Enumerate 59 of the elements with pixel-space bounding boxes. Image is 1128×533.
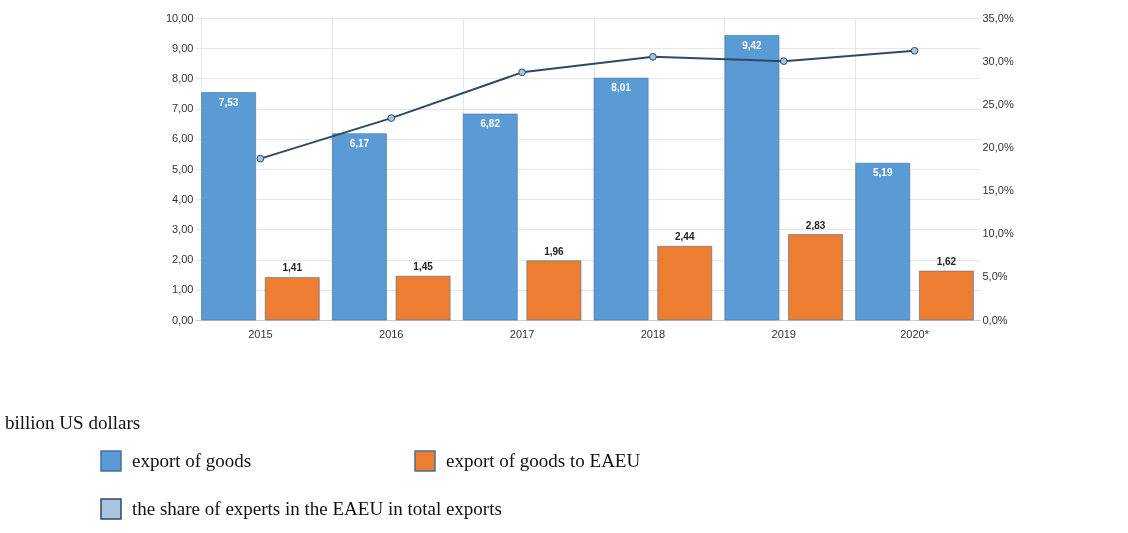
bar <box>332 133 387 321</box>
x-tick-label: 2015 <box>248 327 273 340</box>
y2-tick-label: 10,0% <box>982 227 1014 240</box>
y2-tick-label: 0,0% <box>982 313 1008 326</box>
y-tick-label: 2,00 <box>172 253 194 266</box>
point <box>256 154 265 163</box>
bar <box>526 260 582 321</box>
x-tick-label: 2020* <box>900 327 930 340</box>
data-label: 1,62 <box>936 256 957 268</box>
bar <box>201 92 256 321</box>
y-tick-label: 1,00 <box>172 283 194 296</box>
y-tick-label: 3,00 <box>172 222 194 235</box>
point <box>649 52 657 61</box>
bar <box>593 77 649 321</box>
y2-tick-label: 25,0% <box>982 97 1014 110</box>
bar <box>788 234 843 321</box>
data-label: 2,44 <box>675 231 695 243</box>
y2-tick-label: 35,0% <box>982 11 1014 24</box>
legend-label: the share of experts in the EAEU in total exports <box>132 498 502 519</box>
point <box>387 114 396 122</box>
data-label: 7,53 <box>218 96 239 108</box>
legend-label: export of goods <box>132 450 252 471</box>
data-label: 6,82 <box>480 118 501 130</box>
x-tick-label: 2018 <box>640 327 666 340</box>
y-tick-label: 10,00 <box>165 11 194 24</box>
y2-tick-label: 30,0% <box>982 54 1014 67</box>
data-label: 8,01 <box>611 82 632 94</box>
data-label: 9,42 <box>742 39 763 51</box>
y-tick-label: 4,00 <box>172 192 194 205</box>
data-label: 1,45 <box>413 261 434 273</box>
y-tick-label: 0,00 <box>172 313 194 326</box>
data-label: 6,17 <box>349 137 370 149</box>
bar <box>395 275 451 321</box>
y-tick-label: 6,00 <box>172 132 194 145</box>
point <box>518 68 526 77</box>
y2-tick-label: 5,0% <box>982 270 1008 283</box>
data-label: 1,96 <box>544 245 565 257</box>
point <box>779 57 788 65</box>
y-tick-label: 8,00 <box>172 71 194 84</box>
legend-label: export of goods to EAEU <box>446 450 641 471</box>
x-tick-label: 2016 <box>379 327 404 340</box>
y2-tick-label: 20,0% <box>982 140 1014 153</box>
y2-tick-label: 15,0% <box>982 184 1014 197</box>
bar <box>919 270 974 321</box>
bar <box>724 35 780 321</box>
bar <box>657 246 713 321</box>
x-tick-label: 2019 <box>771 327 796 340</box>
data-label: 5,19 <box>873 167 893 179</box>
point <box>910 46 919 55</box>
text: billion US dollars <box>5 412 141 433</box>
y-tick-label: 7,00 <box>172 102 194 115</box>
y-tick-label: 9,00 <box>172 41 194 54</box>
y-tick-label: 5,00 <box>172 162 194 175</box>
data-label: 1,41 <box>282 262 303 274</box>
bar <box>462 113 518 321</box>
bar <box>855 162 911 321</box>
data-label: 2,83 <box>805 219 826 231</box>
bar <box>264 277 320 321</box>
x-tick-label: 2017 <box>509 327 535 340</box>
